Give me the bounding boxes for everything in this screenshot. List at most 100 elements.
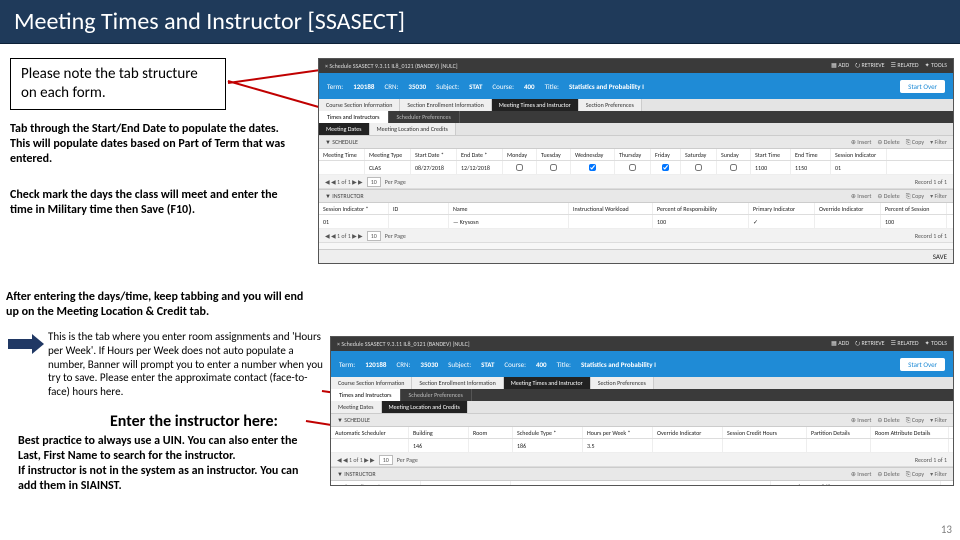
cell[interactable]: 100 xyxy=(881,215,947,228)
column-header: End Time xyxy=(791,149,831,160)
related-button[interactable]: ☰ RELATED xyxy=(891,339,919,349)
cell[interactable] xyxy=(653,439,723,452)
per-page-select[interactable]: 10 xyxy=(367,231,381,241)
tool-button[interactable]: ▾ Filter xyxy=(930,138,947,147)
cell[interactable] xyxy=(871,439,949,452)
cell[interactable]: 1150 xyxy=(791,161,831,174)
cell[interactable]: 1100 xyxy=(751,161,791,174)
cell[interactable] xyxy=(319,161,365,174)
cell[interactable] xyxy=(681,161,717,174)
tab[interactable]: Section Preferences xyxy=(579,99,642,111)
tab[interactable]: Meeting Location and Credits xyxy=(382,401,468,413)
add-button[interactable]: ▦ ADD xyxy=(831,339,849,349)
column-header: Saturday xyxy=(681,149,717,160)
schedule-row: CLAS08/27/201812/12/2018 1100115001 xyxy=(319,161,953,175)
pager-controls[interactable]: ◀ ◀ 1 of 1 ▶ ▶ xyxy=(325,178,363,186)
tab[interactable]: Section Enrollment Information xyxy=(400,99,491,111)
tab[interactable]: Course Section Information xyxy=(331,377,412,389)
save-button[interactable]: SAVE xyxy=(933,252,947,261)
cell[interactable]: 01 xyxy=(319,215,389,228)
cell[interactable] xyxy=(723,439,807,452)
retrieve-button[interactable]: ⭮ RETRIEVE xyxy=(855,339,885,349)
tool-button[interactable]: ⊖ Delete xyxy=(877,192,899,201)
start-over-button[interactable]: Start Over xyxy=(900,358,945,371)
add-button[interactable]: ▦ ADD xyxy=(831,61,849,71)
related-button[interactable]: ☰ RELATED xyxy=(891,61,919,71)
cell[interactable] xyxy=(615,161,651,174)
tab[interactable]: Meeting Times and Instructor xyxy=(492,99,579,111)
day-checkbox[interactable] xyxy=(662,164,669,171)
cell[interactable]: 146 xyxy=(409,439,469,452)
tool-button[interactable]: ⊖ Delete xyxy=(877,470,899,479)
main-tabs: Course Section InformationSection Enroll… xyxy=(319,99,953,111)
cell[interactable]: 08/27/2018 xyxy=(411,161,457,174)
day-checkbox[interactable] xyxy=(589,164,596,171)
tool-button[interactable]: ▾ Filter xyxy=(930,416,947,425)
cell[interactable] xyxy=(717,161,751,174)
cell[interactable] xyxy=(503,161,537,174)
cell[interactable] xyxy=(815,215,881,228)
tools-button[interactable]: ✦ TOOLS xyxy=(925,61,947,71)
tool-button[interactable]: ⊕ Insert xyxy=(851,138,871,147)
tool-button[interactable]: ▾ Filter xyxy=(930,192,947,201)
per-page-select[interactable]: 10 xyxy=(367,177,381,187)
cell[interactable]: 12/12/2018 xyxy=(457,161,503,174)
sub-tab[interactable]: Scheduler Preferences xyxy=(389,111,460,123)
day-checkbox[interactable] xyxy=(730,164,737,171)
section-tools: ⊕ Insert ⊖ Delete ⎘ Copy ▾ Filter xyxy=(851,138,947,147)
cell[interactable]: — Krysosn xyxy=(449,215,569,228)
tab[interactable]: Meeting Dates xyxy=(331,401,382,413)
cell[interactable] xyxy=(807,439,871,452)
tool-button[interactable]: ⎘ Copy xyxy=(906,470,924,479)
tool-button[interactable]: ⊖ Delete xyxy=(877,138,899,147)
tab[interactable]: Meeting Location and Credits xyxy=(370,123,456,135)
day-checkbox[interactable] xyxy=(629,164,636,171)
cell[interactable] xyxy=(651,161,681,174)
tool-button[interactable]: ⎘ Copy xyxy=(906,192,924,201)
tab[interactable]: Meeting Dates xyxy=(319,123,370,135)
cell[interactable]: 100 xyxy=(653,215,749,228)
tab[interactable]: Section Enrollment Information xyxy=(412,377,503,389)
pager-controls[interactable]: ◀ ◀ 1 of 1 ▶ ▶ xyxy=(325,232,363,240)
cell[interactable]: 186 xyxy=(513,439,583,452)
tool-button[interactable]: ⊕ Insert xyxy=(851,470,871,479)
sub-tab[interactable]: Times and Instructors xyxy=(319,111,389,123)
cell[interactable] xyxy=(389,215,449,228)
day-checkbox[interactable] xyxy=(516,164,523,171)
cell[interactable] xyxy=(469,439,513,452)
tool-button[interactable]: ⊖ Delete xyxy=(877,416,899,425)
per-page-select[interactable]: 10 xyxy=(379,455,393,465)
cell[interactable] xyxy=(569,215,653,228)
per-page-label: Per Page xyxy=(385,232,406,240)
cell[interactable]: 01 xyxy=(831,161,887,174)
cell[interactable]: ✓ xyxy=(749,215,815,228)
retrieve-button[interactable]: ⭮ RETRIEVE xyxy=(855,61,885,71)
column-header: Start Time xyxy=(751,149,791,160)
cell[interactable] xyxy=(571,161,615,174)
instructor-row: 01— Krysosn100✓100 xyxy=(319,215,953,229)
tool-button[interactable]: ⊕ Insert xyxy=(851,416,871,425)
tool-button[interactable]: ⎘ Copy xyxy=(906,138,924,147)
tool-button[interactable]: ▾ Filter xyxy=(930,470,947,479)
day-checkbox[interactable] xyxy=(550,164,557,171)
page-number: 13 xyxy=(941,523,952,536)
sub-tab[interactable]: Scheduler Preferences xyxy=(401,389,472,401)
tab[interactable]: Course Section Information xyxy=(319,99,400,111)
window-titlebar: × Schedule SSASECT 9.3.11 IL8_0121 (BAND… xyxy=(319,59,953,73)
tool-button[interactable]: ⊕ Insert xyxy=(851,192,871,201)
sub-tab[interactable]: Times and Instructors xyxy=(331,389,401,401)
schedule-columns: Automatic SchedulerBuildingRoomSchedule … xyxy=(331,427,953,439)
term-value: 120188 xyxy=(353,82,374,91)
cell[interactable] xyxy=(331,439,409,452)
start-over-button[interactable]: Start Over xyxy=(900,80,945,93)
tool-button[interactable]: ⎘ Copy xyxy=(906,416,924,425)
tab[interactable]: Meeting Times and Instructor xyxy=(504,377,591,389)
cell[interactable] xyxy=(537,161,571,174)
cell[interactable]: CLAS xyxy=(365,161,411,174)
tab[interactable]: Section Preferences xyxy=(591,377,654,389)
pager-controls[interactable]: ◀ ◀ 1 of 1 ▶ ▶ xyxy=(337,456,375,464)
day-checkbox[interactable] xyxy=(695,164,702,171)
section-tools: ⊕ Insert ⊖ Delete ⎘ Copy ▾ Filter xyxy=(851,416,947,425)
tools-button[interactable]: ✦ TOOLS xyxy=(925,339,947,349)
cell[interactable]: 3.5 xyxy=(583,439,653,452)
